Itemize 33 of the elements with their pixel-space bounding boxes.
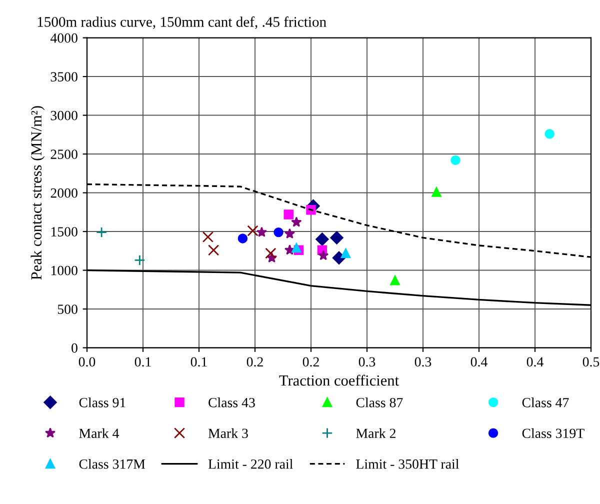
legend-label: Class 87 xyxy=(356,398,403,408)
legend-label: Class 47 xyxy=(522,398,569,408)
y-tick-label: 500 xyxy=(58,304,78,314)
y-tick-label: 2000 xyxy=(50,188,78,198)
legend-label: Mark 3 xyxy=(208,428,248,438)
y-tick-label: 3500 xyxy=(50,72,78,82)
x-tick-label: 0.2 xyxy=(246,357,263,367)
x-tick-label: 0.1 xyxy=(190,357,207,367)
y-tick-label: 1500 xyxy=(51,227,78,236)
x-tick-label: 0.4 xyxy=(526,357,544,367)
legend-label: Class 43 xyxy=(208,398,255,408)
x-tick-label: 0.5 xyxy=(582,357,600,367)
legend-label: Limit - 220 rail xyxy=(208,459,293,469)
x-tick-label: 0.0 xyxy=(78,357,96,367)
x-axis-title: Traction coefficient xyxy=(279,374,399,386)
x-tick-label: 0.2 xyxy=(302,357,319,367)
legend-label: Mark 2 xyxy=(356,428,396,438)
x-tick-label: 0.1 xyxy=(134,357,151,367)
legend-label: Mark 4 xyxy=(79,428,120,438)
legend-label: Class 317M xyxy=(79,459,146,469)
y-axis-title: Peak contact stress (MN/m²) xyxy=(30,106,45,280)
y-tick-label: 4000 xyxy=(50,33,78,43)
x-tick-label: 0.3 xyxy=(358,357,376,367)
legend-label: Limit - 350HT rail xyxy=(356,459,459,469)
y-tick-label: 2500 xyxy=(50,150,78,159)
x-tick-label: 0.4 xyxy=(470,357,488,367)
legend-label: Class 91 xyxy=(79,398,126,408)
legend-label: Class 319T xyxy=(522,428,584,438)
chart-title: 1500m radius curve, 150mm cant def, .45 friction xyxy=(38,16,326,29)
y-tick-label: 0 xyxy=(72,343,78,353)
x-tick-label: 0.3 xyxy=(414,357,432,367)
y-tick-label: 1000 xyxy=(51,266,78,276)
y-tick-label: 3000 xyxy=(50,110,78,120)
